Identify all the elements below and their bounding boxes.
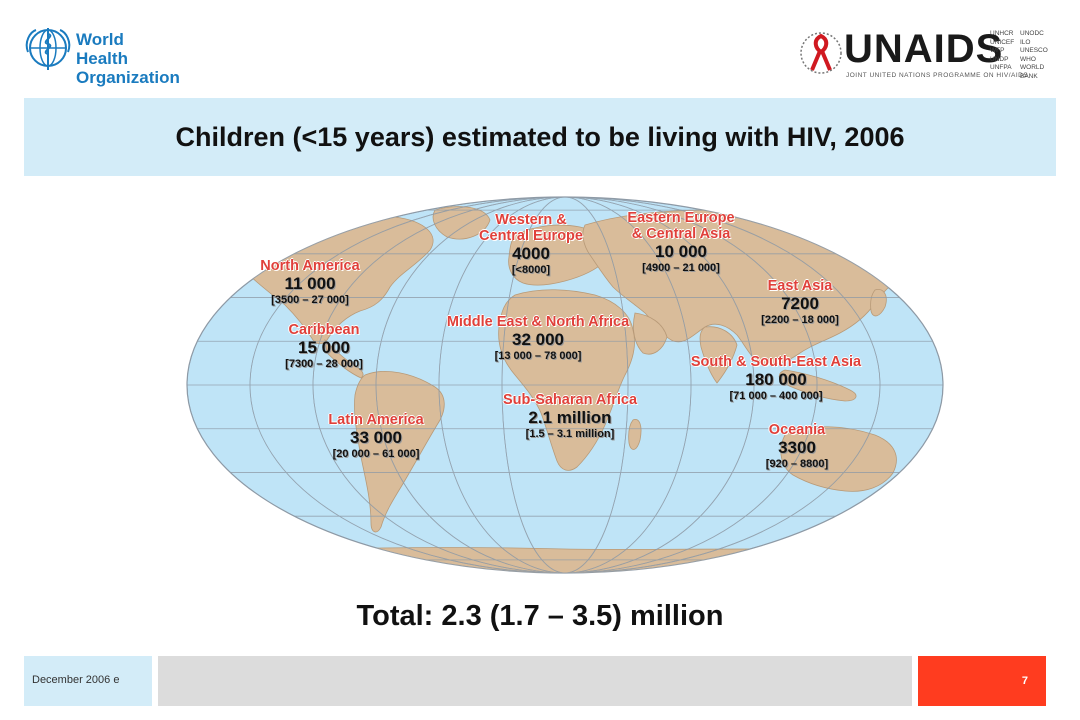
region-range: [<8000] [511, 264, 551, 276]
slide-title: Children (<15 years) estimated to be liv… [175, 122, 905, 152]
region-label-south-southeast-asia: South & South-East Asia 180 000 [71 000 – … [691, 354, 861, 403]
land-madagascar [628, 418, 642, 450]
region-label-middle-east-north-africa: Middle East & North Africa 32 000 [13 000 … [447, 314, 629, 363]
land-new-zealand [911, 478, 923, 499]
region-label-east-asia: East Asia 7200 [2200 – 18 000] [761, 278, 839, 327]
land-central-america [324, 338, 364, 379]
title-bar: Children (<15 years) estimated to be liv… [24, 98, 1056, 176]
region-name: Oceania [768, 422, 826, 438]
unaids-logo: UNAIDS JOINT UNITED NATIONS PROGRAMME ON… [800, 26, 1050, 82]
region-label-caribbean: Caribbean 15 000 [7300 – 28 000] [285, 322, 363, 371]
region-range: [13 000 – 78 000] [494, 350, 582, 362]
region-range: [2200 – 18 000] [761, 314, 839, 326]
region-name: East Asia [767, 278, 833, 294]
cosponsor: UNFPA [990, 64, 1012, 71]
region-name: Latin America [328, 412, 424, 428]
unaids-subtitle: JOINT UNITED NATIONS PROGRAMME ON HIV/AI… [846, 72, 1029, 79]
region-estimate: 180 000 [745, 370, 807, 389]
region-estimate: 4000 [512, 244, 550, 263]
land-australia [780, 426, 897, 492]
red-ribbon-icon [800, 32, 842, 74]
region-estimate: 7200 [781, 294, 819, 313]
land-antarctica [187, 547, 943, 573]
landmasses [187, 206, 943, 573]
unaids-wordmark: UNAIDS [844, 27, 1004, 71]
region-range: [20 000 – 61 000] [332, 448, 420, 460]
cosponsor: WFP [990, 47, 1005, 54]
footer-date-panel: December 2006 e [24, 656, 152, 706]
region-estimate: 11 000 [284, 274, 336, 293]
cosponsor: UNODC [1020, 30, 1044, 37]
region-name: Caribbean [288, 322, 360, 338]
cosponsor: ILO [1020, 38, 1031, 46]
region-range: [3500 – 27 000] [271, 294, 349, 306]
region-label-sub-saharan-africa: Sub-Saharan Africa 2.1 million [1.5 – 3.1 … [503, 392, 637, 441]
who-logo: World Health Organization [22, 22, 180, 87]
region-name: & Central Asia [631, 226, 731, 242]
unaids-cosponsors-col2: UNODC ILO UNESCO WHO WORLD BANK [1020, 30, 1050, 81]
land-greenland [432, 206, 491, 240]
region-range: [7300 – 28 000] [285, 358, 363, 370]
cosponsor: UNICEF [990, 38, 1015, 46]
page-number-panel: 7 [918, 656, 1046, 706]
total-estimate: Total: 2.3 (1.7 – 3.5) million [356, 600, 724, 632]
land-india [699, 326, 738, 384]
region-estimate: 32 000 [511, 330, 564, 349]
region-estimate: 15 000 [297, 338, 350, 357]
region-name: South & South-East Asia [690, 354, 862, 370]
region-range: [1.5 – 3.1 million] [525, 428, 615, 440]
unaids-cosponsors-col1: UNHCR UNICEF WFP UNDP UNFPA [990, 30, 1014, 73]
world-map [186, 196, 944, 574]
who-logo-line: Organization [76, 68, 180, 87]
region-range: [920 – 8800] [765, 458, 829, 470]
region-label-oceania: Oceania 3300 [920 – 8800] [766, 422, 828, 471]
region-label-eastern-europe-central-asia: Eastern Europe & Central Asia 10 000 [4900 … [627, 210, 734, 275]
region-label-western-central-europe: Western & Central Europe 4000 [<8000] [479, 212, 583, 277]
land-japan [870, 288, 887, 317]
region-name: Sub-Saharan Africa [502, 392, 638, 408]
who-logo-text: World Health Organization [76, 30, 180, 87]
footer-date: December 2006 e [32, 674, 120, 686]
region-name: Western & [495, 212, 567, 228]
cosponsor: UNHCR [990, 30, 1014, 37]
who-logo-line: World Health [76, 30, 128, 68]
cosponsor: UNDP [990, 55, 1009, 63]
land-south-america [354, 371, 445, 533]
cosponsor: UNESCO [1020, 47, 1048, 54]
region-estimate: 10 000 [654, 242, 707, 261]
region-label-latin-america: Latin America 33 000 [20 000 – 61 000] [328, 412, 423, 461]
footer-bar [158, 656, 912, 706]
land-southeast-asia [778, 369, 857, 402]
region-range: [71 000 – 400 000] [729, 390, 823, 402]
land-africa [498, 289, 635, 471]
region-name: Central Europe [479, 228, 583, 244]
region-estimate: 33 000 [349, 428, 402, 447]
region-estimate: 2.1 million [528, 408, 612, 427]
cosponsor: WHO [1020, 55, 1036, 63]
who-emblem-icon [25, 28, 71, 70]
region-label-north-america: North America 11 000 [3500 – 27 000] [260, 258, 359, 307]
cosponsor: WORLD BANK [1020, 64, 1045, 80]
region-name: Middle East & North Africa [446, 314, 630, 330]
graticule [187, 197, 943, 573]
page-number: 7 [1021, 675, 1028, 687]
region-estimate: 3300 [778, 438, 816, 457]
region-range: [4900 – 21 000] [642, 262, 720, 274]
region-name: Eastern Europe [627, 210, 735, 226]
region-name: North America [260, 258, 360, 274]
